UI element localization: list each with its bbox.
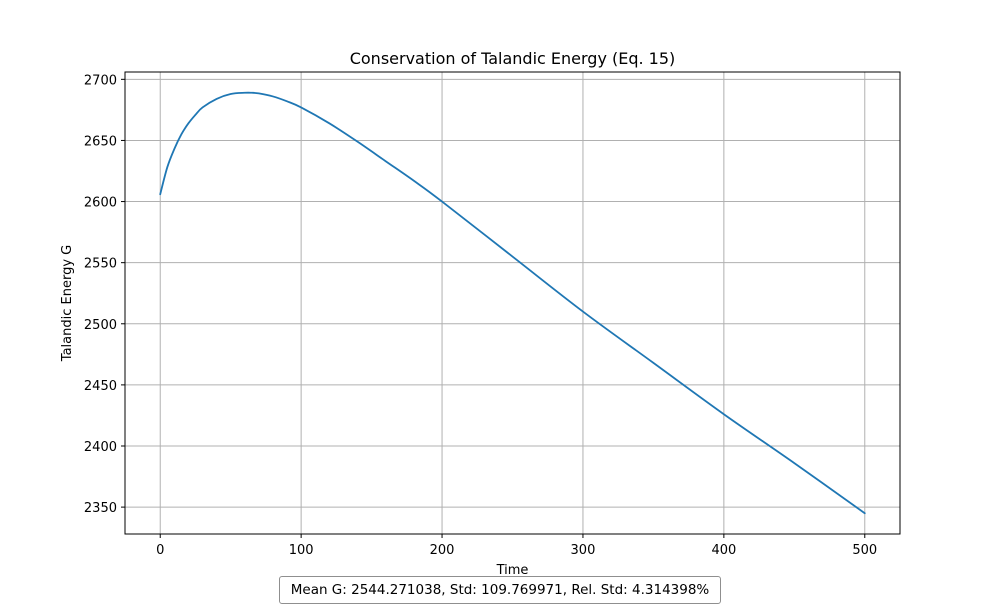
y-tick-label: 2700 xyxy=(84,73,117,88)
x-tick-label: 300 xyxy=(571,543,596,558)
y-tick-label: 2550 xyxy=(84,257,117,272)
y-tick-label: 2350 xyxy=(84,501,117,516)
y-tick-label: 2400 xyxy=(84,440,117,455)
plot-frame xyxy=(124,71,901,535)
x-tick-label: 0 xyxy=(156,543,164,558)
x-axis-label: Time xyxy=(496,563,529,578)
x-tick-label: 500 xyxy=(852,543,877,558)
x-tick-label: 400 xyxy=(711,543,736,558)
y-tick-label: 2650 xyxy=(84,134,117,149)
series-layer xyxy=(159,91,866,515)
y-tick-label: 2450 xyxy=(84,379,117,394)
ticks: 0 100 200 300 400 500 2350 2400 2450 2500 2550 2600… xyxy=(84,73,877,558)
chart-title: Conservation of Talandic Energy (Eq. 15) xyxy=(350,49,676,68)
y-tick-label: 2500 xyxy=(84,318,117,333)
y-axis-label: Talandic Energy G xyxy=(60,245,75,362)
x-tick-label: 100 xyxy=(289,543,314,558)
y-tick-label: 2600 xyxy=(84,196,117,211)
series-line xyxy=(159,91,866,515)
grid xyxy=(125,72,900,534)
x-tick-label: 200 xyxy=(430,543,455,558)
stats-annotation: Mean G: 2544.271038, Std: 109.769971, Re… xyxy=(279,576,721,604)
